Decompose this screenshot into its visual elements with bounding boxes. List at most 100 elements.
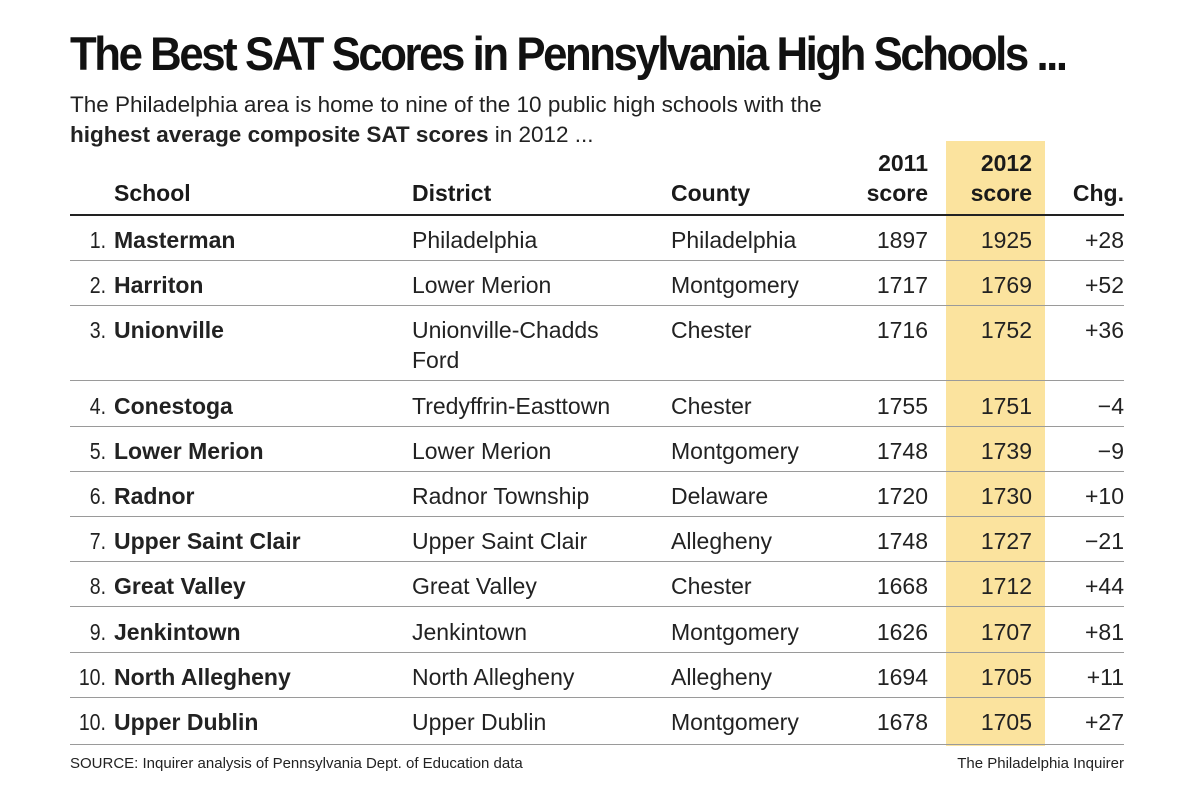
cell-school: Radnor <box>114 483 195 509</box>
header-2012-score: 2012 score <box>950 148 1032 208</box>
cell-score2011: 1748 <box>876 438 928 464</box>
cell-change: −9 <box>1097 438 1124 464</box>
cell-rank: 1. <box>89 227 106 253</box>
cell-score2012: 1739 <box>980 438 1032 464</box>
row-separator <box>70 471 1124 472</box>
cell-school: Masterman <box>114 227 236 253</box>
cell-score2012: 1925 <box>980 227 1032 253</box>
cell-score2012: 1705 <box>980 709 1032 735</box>
header-2012-label: score <box>970 180 1032 206</box>
source-note: SOURCE: Inquirer analysis of Pennsylvani… <box>70 755 523 772</box>
cell-school: Upper Dublin <box>114 709 259 735</box>
cell-district: Radnor Township <box>412 483 590 509</box>
row-separator <box>70 697 1124 698</box>
cell-change: −4 <box>1097 393 1124 419</box>
cell-change: −21 <box>1084 528 1124 554</box>
cell-county: Montgomery <box>671 709 799 735</box>
cell-district: Lower Merion <box>412 272 552 298</box>
row-separator <box>70 606 1124 607</box>
cell-rank: 8. <box>89 573 106 599</box>
cell-district: Jenkintown <box>412 619 528 645</box>
row-separator <box>70 652 1124 653</box>
cell-county: Chester <box>671 317 752 343</box>
header-county: County <box>671 180 751 206</box>
header-district: District <box>412 180 492 206</box>
cell-district: Great Valley <box>412 573 537 599</box>
cell-rank: 10. <box>78 709 106 735</box>
cell-county: Allegheny <box>671 528 773 554</box>
header-2011-score: 2011 score <box>846 148 928 208</box>
cell-change: +27 <box>1084 709 1124 735</box>
chart-title: The Best SAT Scores in Pennsylvania High… <box>70 27 1068 80</box>
cell-district: Tredyffrin-Easttown <box>412 393 611 419</box>
cell-rank: 2. <box>89 272 106 298</box>
cell-rank: 9. <box>89 619 106 645</box>
cell-score2011: 1748 <box>876 528 928 554</box>
cell-district: North Allegheny <box>412 664 575 690</box>
cell-district: Philadelphia <box>412 227 538 253</box>
cell-change: +81 <box>1084 619 1124 645</box>
header-2012-year: 2012 <box>980 150 1032 176</box>
cell-score2012: 1769 <box>980 272 1032 298</box>
header-change: Chg. <box>1072 180 1124 206</box>
cell-score2011: 1755 <box>876 393 928 419</box>
cell-score2012: 1727 <box>980 528 1032 554</box>
cell-rank: 10. <box>78 664 106 690</box>
cell-score2012: 1707 <box>980 619 1032 645</box>
cell-score2011: 1717 <box>876 272 928 298</box>
cell-school: Harriton <box>114 272 204 298</box>
cell-score2011: 1678 <box>876 709 928 735</box>
cell-county: Philadelphia <box>671 227 797 253</box>
cell-change: +11 <box>1086 664 1124 690</box>
cell-change: +10 <box>1084 483 1124 509</box>
cell-district: Upper Dublin <box>412 709 547 735</box>
cell-rank: 6. <box>89 483 106 509</box>
cell-rank: 4. <box>89 393 106 419</box>
cell-district: Lower Merion <box>412 438 552 464</box>
row-separator <box>70 516 1124 517</box>
cell-county: Allegheny <box>671 664 773 690</box>
cell-change: +28 <box>1084 227 1124 253</box>
header-school: School <box>114 180 191 206</box>
cell-school: Upper Saint Clair <box>114 528 301 554</box>
row-separator <box>70 305 1124 306</box>
cell-change: +36 <box>1084 317 1124 343</box>
cell-score2011: 1626 <box>876 619 928 645</box>
cell-score2011: 1897 <box>876 227 928 253</box>
row-separator <box>70 260 1124 261</box>
cell-score2012: 1712 <box>980 573 1032 599</box>
cell-school: North Allegheny <box>114 664 291 690</box>
cell-district: Unionville-Chadds Ford <box>412 317 599 373</box>
cell-school: Jenkintown <box>114 619 241 645</box>
publisher-credit: The Philadelphia Inquirer <box>957 755 1124 772</box>
cell-score2012: 1730 <box>980 483 1032 509</box>
header-2011-year: 2011 <box>878 150 928 176</box>
cell-score2011: 1668 <box>876 573 928 599</box>
cell-score2011: 1716 <box>876 317 928 343</box>
cell-county: Montgomery <box>671 619 799 645</box>
row-separator <box>70 561 1124 562</box>
cell-county: Chester <box>671 573 752 599</box>
subtitle-bold: highest average composite SAT scores <box>70 122 489 147</box>
cell-change: +52 <box>1084 272 1124 298</box>
cell-rank: 7. <box>89 528 106 554</box>
row-separator <box>70 426 1124 427</box>
header-rule <box>70 214 1124 216</box>
cell-rank: 3. <box>89 317 106 343</box>
cell-county: Montgomery <box>671 438 799 464</box>
header-2011-label: score <box>866 180 928 206</box>
cell-school: Lower Merion <box>114 438 264 464</box>
chart-subtitle: The Philadelphia area is home to nine of… <box>70 90 970 150</box>
cell-county: Chester <box>671 393 752 419</box>
cell-rank: 5. <box>89 438 106 464</box>
subtitle-tail: in 2012 ... <box>488 122 594 147</box>
cell-score2012: 1752 <box>980 317 1032 343</box>
cell-score2012: 1705 <box>980 664 1032 690</box>
cell-district: Upper Saint Clair <box>412 528 588 554</box>
cell-score2011: 1720 <box>876 483 928 509</box>
cell-score2011: 1694 <box>876 664 928 690</box>
cell-school: Conestoga <box>114 393 233 419</box>
cell-school: Unionville <box>114 317 224 343</box>
subtitle-line1: The Philadelphia area is home to nine of… <box>70 92 822 117</box>
cell-county: Delaware <box>671 483 769 509</box>
